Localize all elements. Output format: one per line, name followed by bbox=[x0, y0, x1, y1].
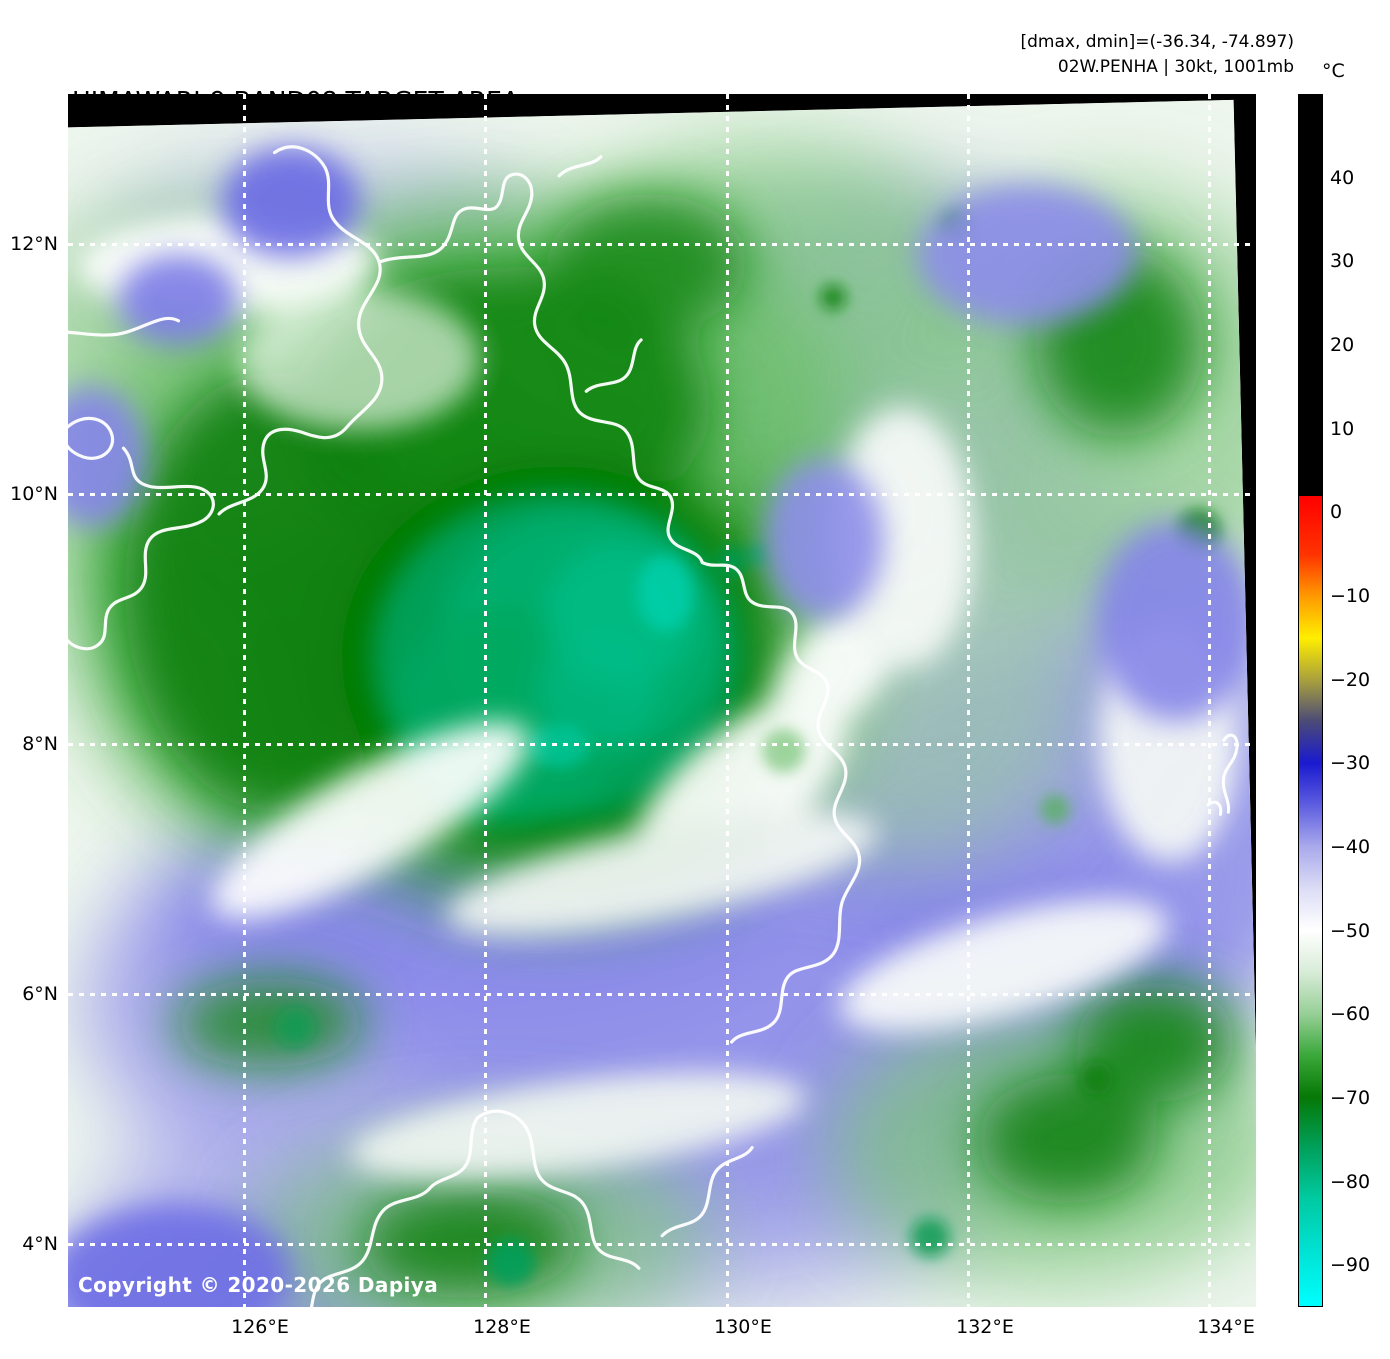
colorbar-tick-label: −10 bbox=[1330, 584, 1371, 607]
colorbar-tick-label: 40 bbox=[1330, 166, 1355, 189]
colorbar-tick-labels: 40 30 20 10 0 −10 −20 −30 −40 −50 −60 −70 −80 −90 bbox=[1330, 94, 1390, 1307]
y-tick-label: 8°N bbox=[22, 733, 58, 755]
colorbar-unit-label: °C bbox=[1322, 60, 1345, 82]
satellite-image-plot[interactable]: Copyright © 2020-2026 Dapiya bbox=[68, 94, 1256, 1307]
colorbar-tick-label: −20 bbox=[1330, 668, 1371, 691]
colorbar-tick-label: −50 bbox=[1330, 919, 1371, 942]
y-tick-label: 4°N bbox=[22, 1233, 58, 1255]
copyright-notice: Copyright © 2020-2026 Dapiya bbox=[78, 1273, 439, 1297]
colorbar-tick-label: −80 bbox=[1330, 1170, 1371, 1193]
y-tick-label: 12°N bbox=[10, 233, 58, 255]
colorbar-tick-label: 30 bbox=[1330, 250, 1355, 273]
brightness-temperature-field bbox=[68, 99, 1256, 1307]
storm-info-readout: 02W.PENHA | 30kt, 1001mb bbox=[1057, 57, 1294, 77]
x-tick-label: 128°E bbox=[473, 1316, 531, 1338]
colorbar-tick-label: 10 bbox=[1330, 417, 1355, 440]
colorbar-tick-label: −60 bbox=[1330, 1003, 1371, 1026]
colorbar[interactable] bbox=[1298, 94, 1323, 1307]
colorbar-gradient bbox=[1299, 95, 1322, 1306]
metadata-block: [dmax, dmin]=(-36.34, -74.897) 02W.PENHA… bbox=[1021, 30, 1295, 80]
colorbar-tick-label: −30 bbox=[1330, 752, 1371, 775]
colorbar-tick-label: 0 bbox=[1330, 501, 1343, 524]
satellite-data-footprint bbox=[68, 99, 1256, 1307]
x-tick-label: 134°E bbox=[1197, 1316, 1255, 1338]
x-tick-label: 130°E bbox=[714, 1316, 772, 1338]
colorbar-tick-label: −90 bbox=[1330, 1254, 1371, 1277]
y-tick-label: 6°N bbox=[22, 983, 58, 1005]
x-tick-label: 126°E bbox=[231, 1316, 289, 1338]
y-tick-label: 10°N bbox=[10, 483, 58, 505]
colorbar-tick-label: −40 bbox=[1330, 835, 1371, 858]
colorbar-tick-label: 20 bbox=[1330, 333, 1355, 356]
colorbar-tick-label: −70 bbox=[1330, 1086, 1371, 1109]
x-tick-label: 132°E bbox=[956, 1316, 1014, 1338]
dmax-dmin-readout: [dmax, dmin]=(-36.34, -74.897) bbox=[1020, 32, 1295, 52]
